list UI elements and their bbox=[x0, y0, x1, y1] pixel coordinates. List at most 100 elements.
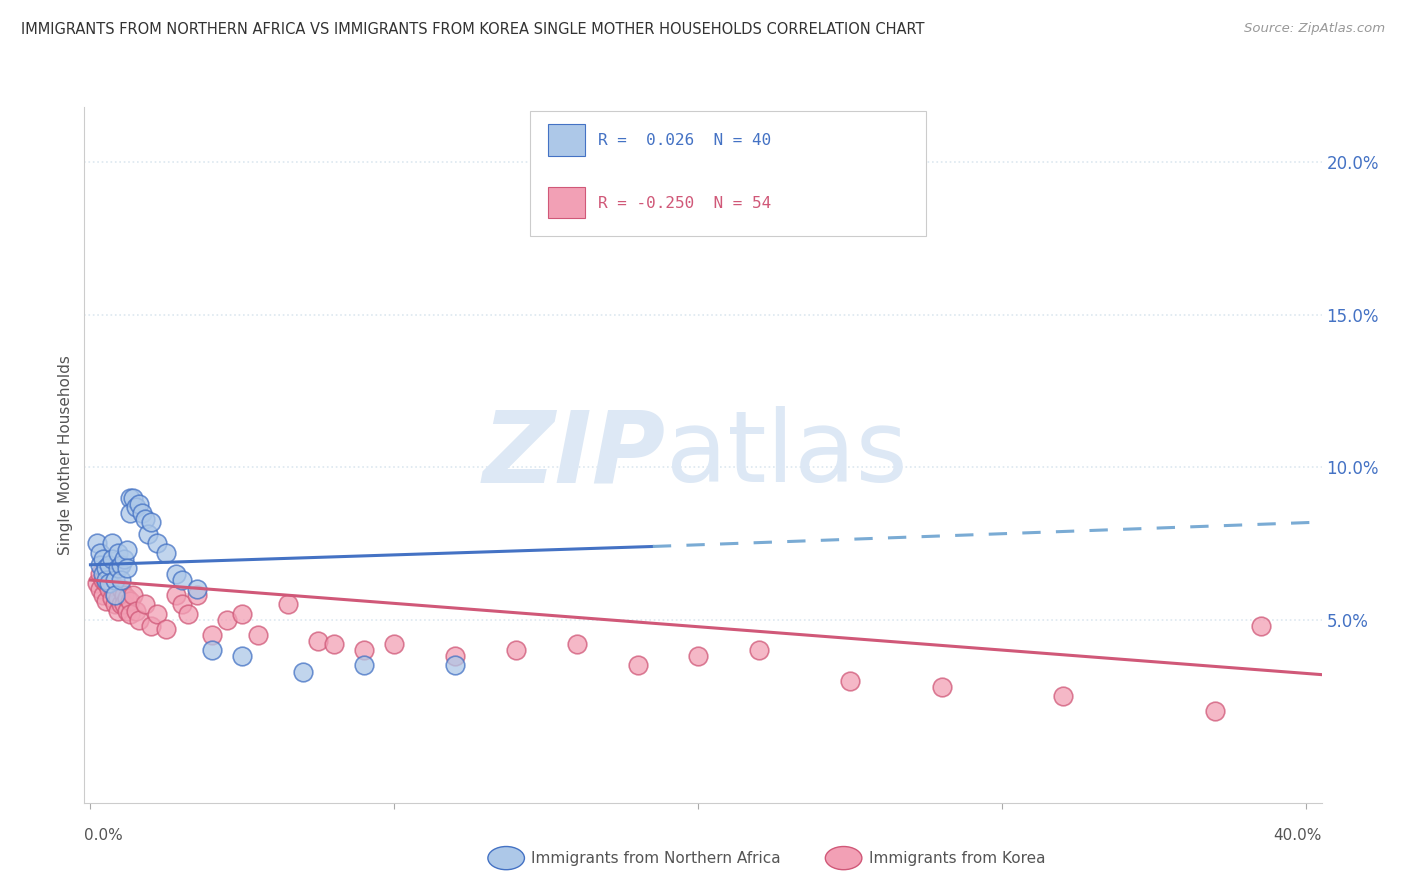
Point bbox=[118, 506, 141, 520]
Point bbox=[125, 603, 148, 617]
Point bbox=[118, 491, 141, 505]
Point bbox=[165, 566, 187, 581]
Point bbox=[104, 588, 127, 602]
Point bbox=[91, 551, 114, 566]
Point bbox=[201, 628, 224, 642]
Point bbox=[94, 573, 117, 587]
Point bbox=[94, 576, 117, 591]
Point bbox=[748, 643, 770, 657]
Point bbox=[89, 582, 111, 597]
Point bbox=[536, 216, 558, 230]
Point bbox=[112, 588, 135, 602]
Text: R =  0.026  N = 40: R = 0.026 N = 40 bbox=[598, 133, 770, 148]
Point bbox=[107, 545, 129, 559]
Point bbox=[115, 591, 138, 606]
Point bbox=[91, 588, 114, 602]
Point bbox=[146, 607, 169, 621]
Point bbox=[131, 506, 153, 520]
Point bbox=[384, 637, 406, 651]
Point bbox=[627, 658, 650, 673]
Point bbox=[170, 598, 193, 612]
Point bbox=[89, 558, 111, 572]
Point bbox=[128, 613, 150, 627]
Point bbox=[277, 598, 299, 612]
Text: 40.0%: 40.0% bbox=[1274, 828, 1322, 843]
Point bbox=[86, 536, 108, 550]
Point bbox=[444, 649, 467, 664]
Point bbox=[155, 622, 177, 636]
Point bbox=[104, 588, 127, 602]
Text: Immigrants from Northern Africa: Immigrants from Northern Africa bbox=[531, 851, 782, 865]
Point bbox=[839, 673, 862, 688]
FancyBboxPatch shape bbox=[530, 111, 925, 235]
Point bbox=[246, 628, 269, 642]
Point bbox=[115, 542, 138, 557]
Point bbox=[186, 582, 208, 597]
Text: atlas: atlas bbox=[666, 407, 907, 503]
Point bbox=[565, 637, 588, 651]
Point bbox=[1204, 704, 1226, 718]
Point bbox=[134, 512, 156, 526]
Point bbox=[86, 576, 108, 591]
Point bbox=[115, 603, 138, 617]
Point bbox=[688, 649, 710, 664]
Point bbox=[91, 566, 114, 581]
Point bbox=[91, 573, 114, 587]
Point bbox=[110, 598, 132, 612]
Point bbox=[97, 558, 120, 572]
Point bbox=[122, 588, 145, 602]
Point bbox=[115, 561, 138, 575]
Y-axis label: Single Mother Households: Single Mother Households bbox=[58, 355, 73, 555]
Point bbox=[89, 566, 111, 581]
Text: ZIP: ZIP bbox=[482, 407, 666, 503]
FancyBboxPatch shape bbox=[548, 187, 585, 219]
Point bbox=[89, 545, 111, 559]
Point bbox=[231, 649, 253, 664]
Point bbox=[110, 582, 132, 597]
Point bbox=[217, 613, 239, 627]
Point bbox=[107, 603, 129, 617]
Point bbox=[444, 658, 467, 673]
Point bbox=[141, 515, 163, 529]
Point bbox=[118, 594, 141, 608]
Point bbox=[292, 665, 315, 679]
Point bbox=[104, 573, 127, 587]
Text: 0.0%: 0.0% bbox=[84, 828, 124, 843]
Point bbox=[155, 545, 177, 559]
Point bbox=[118, 607, 141, 621]
Point bbox=[112, 551, 135, 566]
Point bbox=[165, 588, 187, 602]
Point bbox=[134, 598, 156, 612]
Point bbox=[122, 491, 145, 505]
Point bbox=[107, 591, 129, 606]
Point bbox=[177, 607, 200, 621]
Point bbox=[104, 598, 127, 612]
Point bbox=[170, 573, 193, 587]
Text: IMMIGRANTS FROM NORTHERN AFRICA VS IMMIGRANTS FROM KOREA SINGLE MOTHER HOUSEHOLD: IMMIGRANTS FROM NORTHERN AFRICA VS IMMIG… bbox=[21, 22, 925, 37]
Point bbox=[110, 573, 132, 587]
Point bbox=[97, 582, 120, 597]
Point bbox=[112, 598, 135, 612]
Point bbox=[136, 527, 159, 541]
Point bbox=[110, 558, 132, 572]
Text: R = -0.250  N = 54: R = -0.250 N = 54 bbox=[598, 195, 770, 211]
Text: Immigrants from Korea: Immigrants from Korea bbox=[869, 851, 1046, 865]
FancyBboxPatch shape bbox=[548, 124, 585, 156]
Point bbox=[1250, 619, 1272, 633]
Point bbox=[107, 561, 129, 575]
Point bbox=[353, 658, 375, 673]
Point bbox=[94, 594, 117, 608]
Point bbox=[322, 637, 344, 651]
Point bbox=[128, 497, 150, 511]
Point bbox=[100, 591, 122, 606]
Point bbox=[125, 500, 148, 514]
Point bbox=[97, 566, 120, 581]
Point bbox=[100, 576, 122, 591]
Point bbox=[94, 561, 117, 575]
Point bbox=[201, 643, 224, 657]
Point bbox=[931, 680, 953, 694]
Point bbox=[353, 643, 375, 657]
Point bbox=[100, 536, 122, 550]
Point bbox=[307, 634, 329, 648]
Point bbox=[505, 643, 527, 657]
